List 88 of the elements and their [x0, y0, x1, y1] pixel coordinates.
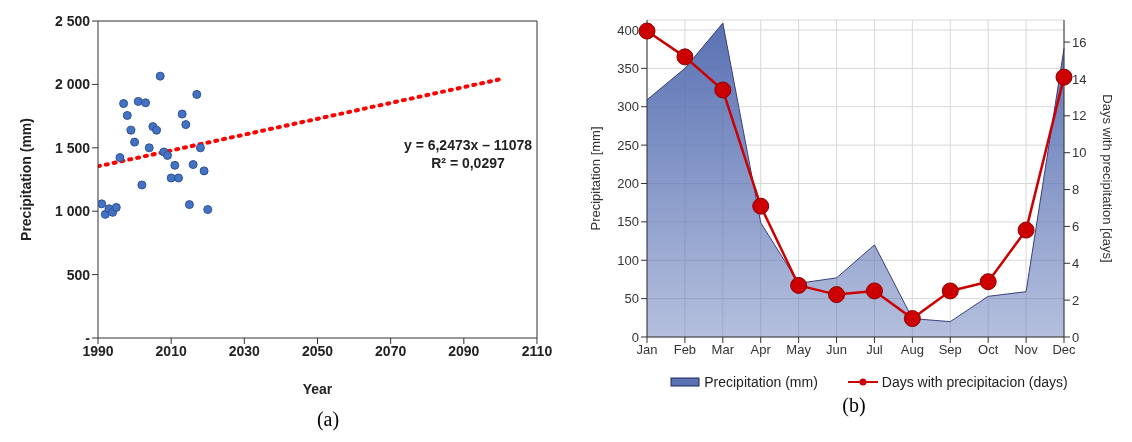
point: [111, 202, 121, 212]
x-tick-label: 2090: [448, 342, 480, 359]
y2-axis-title: Days with precipitation [days]: [1100, 94, 1116, 263]
point: [137, 180, 147, 190]
point: [119, 99, 129, 109]
x-tick-label: Sep: [938, 342, 962, 358]
y-tick-label: 150: [617, 214, 639, 230]
x-tick-label: Feb: [673, 342, 697, 358]
point: [199, 166, 209, 176]
x-tick-label: 2070: [375, 342, 407, 359]
y-tick-label: 500: [66, 266, 91, 283]
point: [115, 153, 125, 163]
y-tick-label: 50: [624, 291, 639, 307]
point: [979, 273, 997, 291]
point: [126, 125, 136, 135]
x-tick-label: Dec: [1052, 342, 1077, 358]
y-tick-label: 350: [617, 60, 639, 76]
y-tick-label: 400: [617, 22, 639, 38]
y-tick-label: 200: [617, 176, 639, 192]
x-tick-label: Mar: [711, 342, 735, 358]
point: [192, 89, 202, 99]
point: [144, 143, 154, 153]
y-tick-label: 300: [617, 99, 639, 115]
point: [98, 199, 107, 209]
point: [170, 160, 180, 170]
point: [195, 143, 205, 153]
y2-tick-label: 14: [1072, 71, 1087, 87]
point: [181, 120, 191, 130]
y-tick-label: 2 000: [54, 76, 91, 93]
point: [173, 173, 183, 183]
x-tick-label: Apr: [750, 342, 772, 358]
point: [828, 286, 846, 304]
x-tick-label: Oct: [978, 342, 999, 358]
y2-tick-label: 0: [1072, 329, 1080, 345]
point: [1055, 68, 1073, 86]
x-tick-label: May: [786, 342, 812, 358]
point: [752, 197, 770, 215]
x-tick-label: Jun: [826, 342, 848, 358]
text: (a): [315, 408, 341, 431]
point: [141, 98, 151, 108]
x-tick-label: 2030: [228, 342, 261, 359]
y-tick-label: 250: [617, 137, 639, 153]
annotation: y = 6,2473x – 11078: [402, 136, 534, 154]
point: [177, 109, 187, 119]
y2-tick-label: 6: [1072, 219, 1080, 235]
point: [155, 71, 165, 81]
y2-tick-label: 2: [1072, 292, 1080, 308]
point: [865, 282, 883, 300]
point: [166, 173, 176, 183]
point: [676, 48, 694, 66]
point: [188, 160, 198, 170]
point: [133, 96, 143, 106]
point: [941, 282, 959, 300]
point: [163, 150, 173, 160]
annotation: R² = 0,0297: [430, 154, 506, 172]
point: [130, 137, 140, 147]
y-tick-label: 0: [631, 329, 639, 345]
x-tick-label: Nov: [1014, 342, 1039, 358]
x-tick-label: 2010: [155, 342, 187, 359]
x-tick-label: Jul: [866, 342, 883, 358]
text: (b): [841, 394, 867, 417]
point: [184, 200, 194, 210]
x-tick-label: Aug: [900, 342, 924, 358]
y-tick-label: 2 500: [54, 12, 91, 29]
point: [122, 110, 132, 120]
x-tick-label: 2050: [301, 342, 334, 359]
y2-tick-label: 10: [1072, 145, 1087, 161]
point: [1017, 221, 1035, 239]
legend-label: Days with precipitacion (days): [881, 374, 1068, 390]
y2-tick-label: 16: [1072, 34, 1087, 50]
y2-tick-label: 8: [1072, 182, 1080, 198]
x-axis-title: Year: [302, 381, 333, 397]
point: [903, 310, 921, 328]
y-axis-title: Precipitation (mm): [17, 118, 34, 241]
point: [790, 276, 808, 294]
x-tick-label: Jan: [636, 342, 658, 358]
y-tick-label: 1 000: [54, 203, 91, 220]
y-tick-label: 1 500: [54, 139, 91, 156]
point: [714, 81, 732, 99]
point: [152, 125, 162, 135]
point: [203, 205, 213, 215]
x-tick-label: 2110: [521, 342, 553, 359]
y2-tick-label: 4: [1072, 255, 1080, 271]
y-axis-title: Precipitation [mm]: [587, 126, 603, 231]
point: [638, 22, 656, 40]
y-tick-label: 100: [617, 252, 639, 268]
y2-tick-label: 12: [1072, 108, 1087, 124]
legend-label: Precipitation (mm): [704, 374, 818, 390]
